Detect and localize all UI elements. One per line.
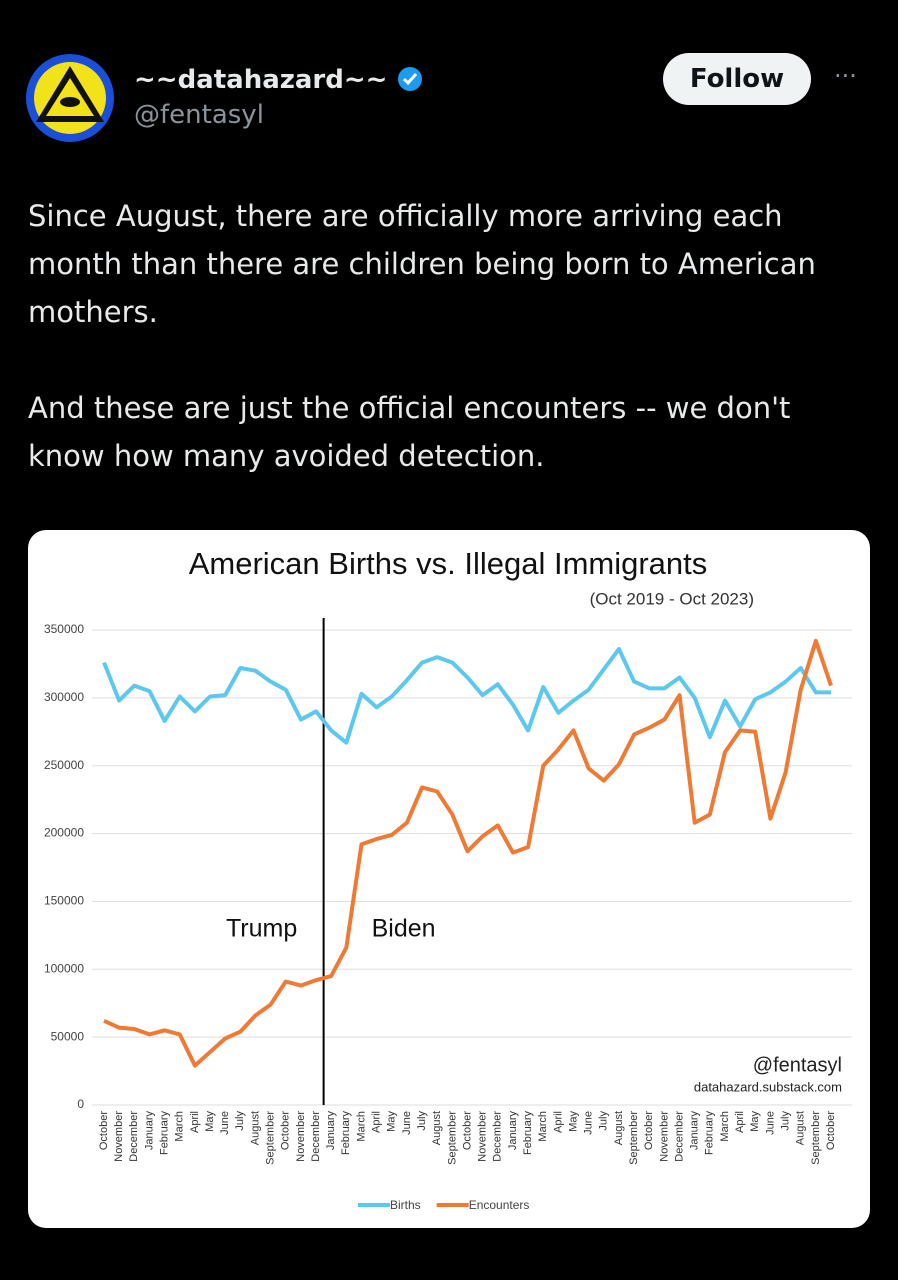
post-text: Since August, there are officially more …: [28, 192, 868, 528]
series-line: [102, 647, 831, 745]
x-tick-label: January: [507, 1111, 519, 1151]
x-tick-label: April: [371, 1111, 383, 1133]
x-tick-label: September: [446, 1111, 458, 1165]
source: datahazard.substack.com: [694, 1079, 842, 1094]
x-tick-label: November: [295, 1111, 307, 1162]
x-tick-label: January: [325, 1111, 337, 1151]
x-tick-label: August: [431, 1111, 443, 1145]
x-tick-label: November: [477, 1111, 489, 1162]
x-tick-label: October: [280, 1111, 292, 1150]
chart-subtitle: (Oct 2019 - Oct 2023): [590, 589, 754, 608]
x-tick-label: October: [98, 1111, 110, 1150]
x-tick-label: March: [174, 1111, 186, 1142]
x-tick-label: February: [704, 1111, 716, 1156]
x-tick-label: May: [204, 1111, 216, 1132]
annotation: Biden: [372, 915, 436, 943]
x-tick-label: January: [143, 1111, 155, 1151]
y-tick-label: 0: [77, 1097, 84, 1111]
x-tick-label: May: [386, 1111, 398, 1132]
x-tick-label: October: [643, 1111, 655, 1150]
x-tick-label: November: [113, 1111, 125, 1162]
series-line: [103, 638, 833, 1068]
y-tick-label: 100000: [44, 961, 84, 975]
x-tick-label: September: [265, 1111, 277, 1165]
x-tick-label: June: [401, 1111, 413, 1135]
x-tick-label: March: [355, 1111, 367, 1142]
y-tick-label: 250000: [44, 758, 84, 772]
x-tick-label: January: [689, 1111, 701, 1151]
y-tick-label: 150000: [44, 894, 84, 908]
x-tick-label: August: [795, 1111, 807, 1145]
legend-label: Births: [390, 1198, 421, 1212]
display-name[interactable]: ~~datahazard~~: [134, 62, 423, 95]
x-tick-label: June: [764, 1111, 776, 1135]
x-tick-label: March: [537, 1111, 549, 1142]
follow-button[interactable]: Follow: [663, 53, 811, 105]
x-tick-label: April: [734, 1111, 746, 1133]
x-tick-label: September: [628, 1111, 640, 1165]
more-menu[interactable]: ···: [834, 62, 857, 90]
x-tick-label: March: [719, 1111, 731, 1142]
x-tick-label: July: [779, 1111, 791, 1131]
x-tick-label: July: [598, 1111, 610, 1131]
x-tick-label: August: [249, 1111, 261, 1145]
handle[interactable]: @fentasyl: [134, 100, 264, 130]
x-tick-label: July: [416, 1111, 428, 1131]
x-tick-label: October: [825, 1111, 837, 1150]
chart-title: American Births vs. Illegal Immigrants: [189, 546, 708, 581]
y-tick-label: 50000: [51, 1029, 85, 1043]
x-tick-label: February: [522, 1111, 534, 1156]
y-tick-label: 350000: [44, 622, 84, 636]
verified-badge: [397, 67, 422, 91]
x-tick-label: February: [158, 1111, 170, 1156]
x-tick-label: April: [552, 1111, 564, 1133]
legend-label: Encounters: [469, 1198, 530, 1212]
x-tick-label: May: [749, 1111, 761, 1132]
y-tick-label: 300000: [44, 690, 84, 704]
x-tick-label: February: [340, 1111, 352, 1156]
x-tick-label: May: [567, 1111, 579, 1132]
x-tick-label: June: [219, 1111, 231, 1135]
x-tick-label: April: [189, 1111, 201, 1133]
paragraph: And these are just the official encounte…: [28, 391, 791, 473]
x-tick-label: June: [583, 1111, 595, 1135]
x-tick-label: December: [310, 1111, 322, 1162]
x-tick-label: September: [810, 1111, 822, 1165]
x-tick-label: December: [492, 1111, 504, 1162]
x-tick-label: August: [613, 1111, 625, 1145]
x-tick-label: November: [658, 1111, 670, 1162]
x-tick-label: October: [461, 1111, 473, 1150]
x-tick-label: December: [673, 1111, 685, 1162]
x-tick-label: December: [128, 1111, 140, 1162]
y-tick-label: 200000: [44, 826, 84, 840]
display-name-text[interactable]: ~~datahazard~~: [134, 65, 388, 95]
paragraph: Since August, there are officially more …: [28, 199, 816, 329]
x-tick-label: July: [234, 1111, 246, 1131]
chart-card[interactable]: [28, 530, 870, 1228]
annotation: Trump: [226, 915, 297, 943]
watermark: @fentasyl: [753, 1054, 842, 1076]
avatar[interactable]: [24, 52, 144, 172]
